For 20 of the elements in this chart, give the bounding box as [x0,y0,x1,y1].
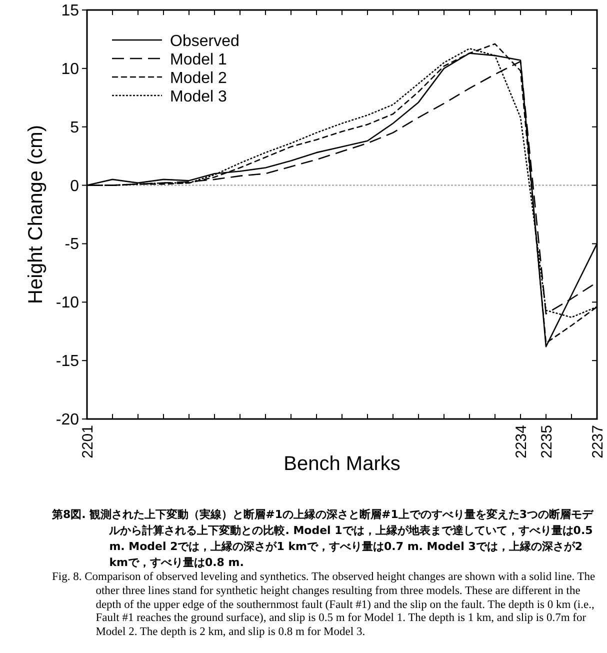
legend-label: Observed [170,33,240,50]
x-tick-label: 2234 [513,425,530,458]
y-tick-label: -5 [64,236,80,254]
text: 第8図. 観測された上下変動（実線）と断層#1の上縁の深さと断層#1上でのすべり量を変えた3つの断層モデルから計算される上下変動との比較. Model 1では，上縁が地表まで達していて，すべり量は0.5 m. Model 2では，上縁の深さが1 kmで，すべり量は0.7 m. Model 3では，上縁の深さが2 kmで，すべり量は0.8 m. [52,507,595,571]
x-axis-title: Bench Marks [284,453,400,475]
y-tick-label: -15 [56,353,80,370]
y-tick-label: 10 [61,60,80,78]
y-tick-label: 0 [70,178,80,195]
y-axis-title: Height Change (cm) [25,125,47,304]
y-tick-label: -10 [56,294,80,312]
legend-label: Model 3 [170,88,228,106]
legend-label: Model 2 [170,70,228,87]
x-tick-label: 2235 [538,425,556,458]
y-tick-label: 5 [70,119,80,136]
y-tick-label: 15 [61,2,80,20]
x-tick-label: 2201 [80,425,96,458]
y-tick-label: -20 [56,412,80,428]
caption: Fig. 8. Comparison of observed leveling and synthetics. The observed height changes are shown with a solid line. The other three lines stand for synthetic height changes resulting from three models. These are different in the depth of the upper edge of the southernmost fault (Fault #1) and the slip on the fault. The depth is 0 km (i.e., Fault #1 reaches the ground surface), and slip is 0.5 m for Model 1. The depth is 1 km, and slip is 0.7m for Model 2. The depth is 2 km, and slip is 0.8 m for Model 3. [52,571,596,640]
legend-label: Model 1 [170,52,228,68]
x-tick-label: 2237 [590,425,606,458]
